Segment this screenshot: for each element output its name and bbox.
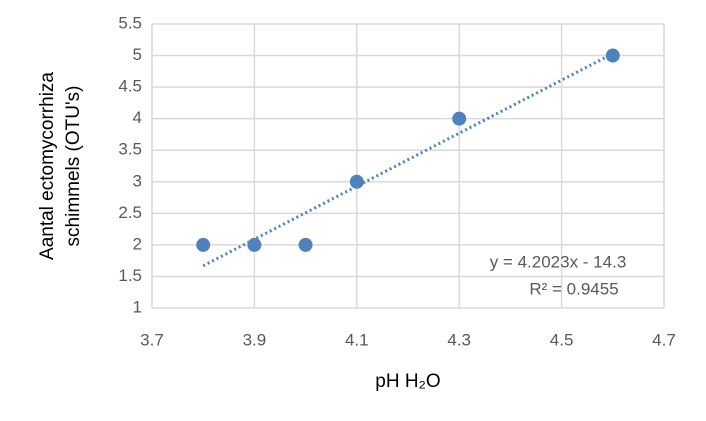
- x-tick-label: 4.7: [652, 330, 676, 349]
- point: [452, 111, 467, 126]
- y-tick-label: 2: [133, 234, 142, 253]
- x-tick-label: 4.5: [550, 330, 574, 349]
- y-axis-title: Aantal ectomycorrhiza schimmels (OTU's): [37, 72, 84, 260]
- trendline: [202, 52, 614, 268]
- trendline-r2: R² = 0.9455: [529, 279, 618, 298]
- y-tick-label: 1.5: [118, 266, 142, 285]
- y-axis-title-line: schimmels (OTU's): [63, 86, 84, 247]
- x-tick-label: 4.3: [447, 330, 471, 349]
- y-tick-label: 4.5: [118, 77, 142, 96]
- point: [298, 237, 313, 252]
- x-axis-title: pH H₂O: [375, 371, 440, 392]
- x-tick-label: 3.9: [243, 330, 267, 349]
- y-tick-label: 5.5: [118, 13, 142, 32]
- y-tick-label: 3: [133, 171, 142, 190]
- point: [247, 237, 262, 252]
- y-tick-label: 5: [133, 45, 142, 64]
- y-tick-label: 2.5: [118, 203, 142, 222]
- y-tick-label: 3.5: [118, 140, 142, 159]
- y-tick-label: 1: [133, 297, 142, 316]
- x-tick-label: 4.1: [345, 330, 369, 349]
- point: [605, 48, 620, 63]
- point: [196, 237, 211, 252]
- y-tick-label: 4: [133, 108, 142, 127]
- y-axis-title-line: Aantal ectomycorrhiza: [37, 72, 58, 260]
- point: [349, 174, 364, 189]
- trendline-equation: y = 4.2023x - 14.3: [490, 252, 627, 271]
- x-tick-label: 3.7: [140, 330, 164, 349]
